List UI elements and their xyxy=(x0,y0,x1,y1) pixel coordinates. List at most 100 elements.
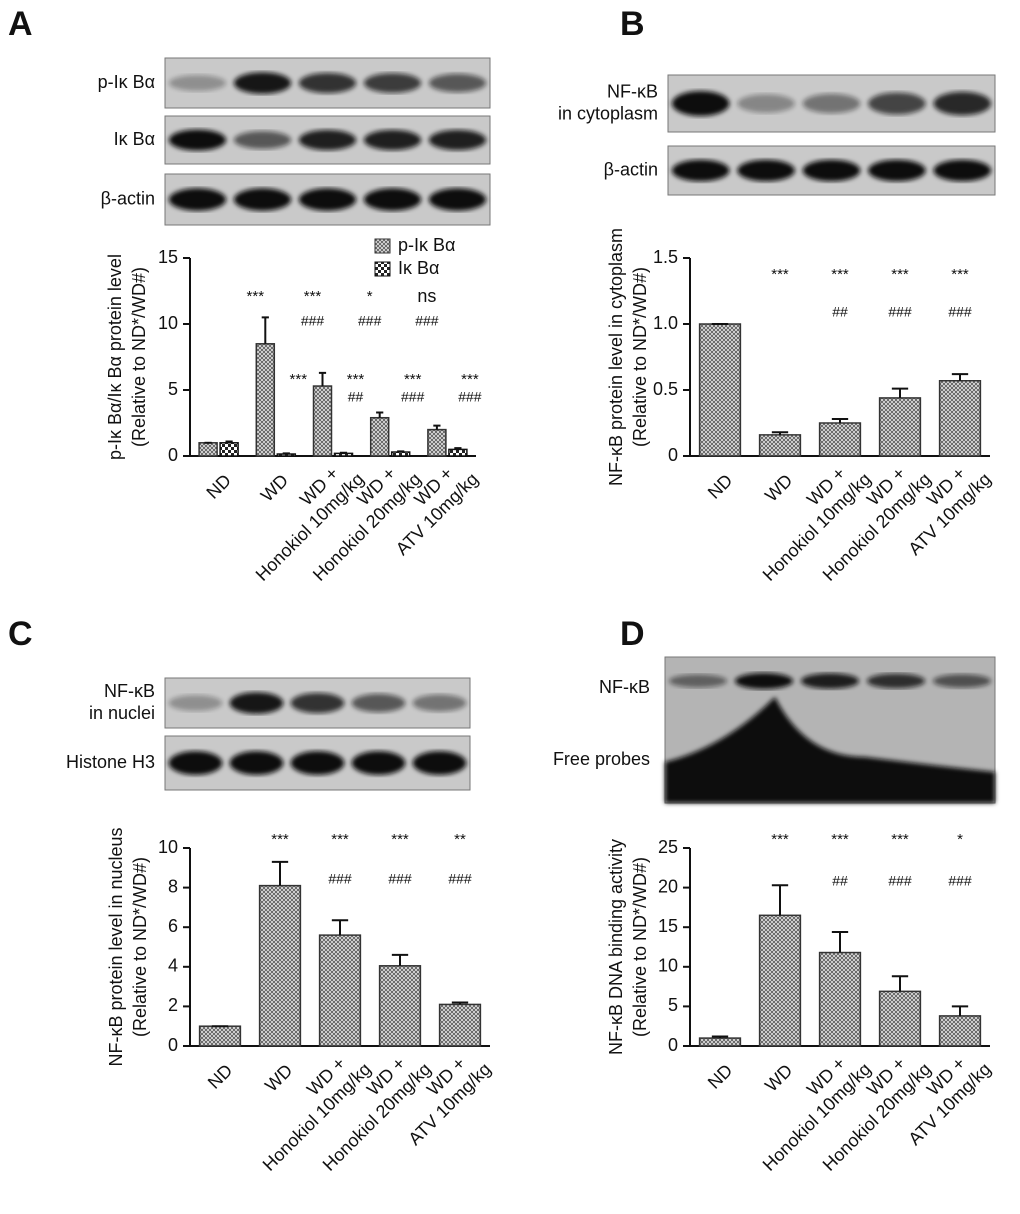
error-bar xyxy=(451,1001,469,1005)
bar xyxy=(878,990,922,1047)
y-tick-label: 0 xyxy=(168,445,178,465)
blot-band xyxy=(933,159,992,182)
blot-band xyxy=(168,75,227,91)
y-tick-label: 25 xyxy=(658,837,678,857)
blot-band xyxy=(363,73,422,93)
y-tick-label: 4 xyxy=(168,956,178,976)
significance-label: *** xyxy=(951,266,969,283)
significance-label: ### xyxy=(328,871,352,887)
significance-label: ns xyxy=(417,286,436,306)
bar xyxy=(198,442,218,457)
blot-band xyxy=(412,751,467,775)
error-bar xyxy=(225,440,233,443)
blot-label: NF-κB xyxy=(599,677,650,697)
significance-label: *** xyxy=(891,831,909,848)
bar xyxy=(312,385,333,457)
blot-label: Histone H3 xyxy=(66,752,155,772)
x-tick-label: ND xyxy=(202,470,235,503)
blot-label: Iκ Bα xyxy=(114,129,155,149)
bar xyxy=(219,442,239,457)
x-tick-label: WD xyxy=(761,470,796,505)
y-tick-label: 10 xyxy=(158,837,178,857)
legend-label: p-Iκ Bα xyxy=(398,235,455,255)
x-tick-label: WD +Honokiol 10mg/kg xyxy=(243,1043,375,1175)
significance-label: ### xyxy=(888,304,912,320)
y-tick-label: 0.5 xyxy=(653,379,678,399)
bar xyxy=(255,343,276,457)
significance-label: ### xyxy=(358,313,382,329)
blot-band xyxy=(290,692,345,714)
error-bar xyxy=(397,450,405,453)
blot-band xyxy=(866,673,926,689)
blot-band xyxy=(671,159,730,182)
legend-swatch xyxy=(374,261,391,277)
blot-band xyxy=(351,751,406,775)
significance-label: ## xyxy=(348,389,364,405)
significance-label: ### xyxy=(388,871,412,887)
y-tick-label: 5 xyxy=(168,379,178,399)
y-axis-label: NF-κB DNA binding activity (Relative to N… xyxy=(606,839,650,1055)
panel-letter: A xyxy=(8,5,33,43)
significance-label: *** xyxy=(771,266,789,283)
bar xyxy=(438,1003,482,1047)
blot-band xyxy=(168,751,223,775)
blot-band xyxy=(168,188,227,211)
error-bar xyxy=(376,411,384,418)
significance-label: *** xyxy=(461,371,479,388)
blot-band xyxy=(233,72,292,94)
significance-label: *** xyxy=(831,831,849,848)
x-tick-label: WD xyxy=(261,1060,296,1095)
y-tick-label: 1.5 xyxy=(653,247,678,267)
significance-label: *** xyxy=(347,371,365,388)
y-tick-label: 15 xyxy=(658,916,678,936)
y-tick-label: 0 xyxy=(668,445,678,465)
blot-band xyxy=(168,129,227,151)
blot-band xyxy=(290,751,345,775)
blot-band xyxy=(298,72,357,94)
blot-band xyxy=(868,92,926,115)
x-tick-label: WD xyxy=(257,470,292,505)
error-bar xyxy=(831,418,849,423)
blot-band xyxy=(412,694,467,712)
blot-band xyxy=(428,129,487,151)
bar xyxy=(938,380,982,457)
significance-label: *** xyxy=(831,266,849,283)
error-bar xyxy=(318,371,327,387)
bar xyxy=(318,934,362,1047)
significance-label: * xyxy=(367,288,373,305)
blot-band xyxy=(233,188,292,211)
significance-label: ### xyxy=(448,871,472,887)
bar xyxy=(198,1025,242,1047)
bar xyxy=(369,416,390,457)
blot-label: p-Iκ Bα xyxy=(98,72,155,92)
significance-label: *** xyxy=(891,266,909,283)
blot-band xyxy=(737,159,795,182)
panel-letter: C xyxy=(8,615,33,653)
error-bar xyxy=(433,424,441,430)
error-bar xyxy=(261,316,269,344)
error-bar xyxy=(891,975,909,992)
blot-band xyxy=(800,673,860,689)
blot-label: β-actin xyxy=(604,159,658,179)
bar xyxy=(938,1015,982,1047)
significance-label: *** xyxy=(404,371,422,388)
blot-band xyxy=(363,188,422,211)
blot-label: Free probes xyxy=(553,749,650,769)
error-bar xyxy=(771,884,789,916)
significance-label: ### xyxy=(948,304,972,320)
significance-label: *** xyxy=(271,831,289,848)
error-bar xyxy=(951,1005,969,1016)
panel-letter: B xyxy=(620,5,645,43)
bar xyxy=(390,451,411,457)
significance-label: ### xyxy=(948,873,972,889)
blot-label: NF-κB in cytoplasm xyxy=(558,81,658,123)
y-axis-label: NF-κB protein level in nucleus (Relative … xyxy=(106,827,150,1066)
significance-label: *** xyxy=(391,831,409,848)
y-tick-label: 8 xyxy=(168,876,178,896)
x-tick-label: WD xyxy=(761,1060,796,1095)
significance-label: *** xyxy=(331,831,349,848)
y-tick-label: 10 xyxy=(658,956,678,976)
error-bar xyxy=(339,451,348,454)
bar xyxy=(878,397,922,457)
